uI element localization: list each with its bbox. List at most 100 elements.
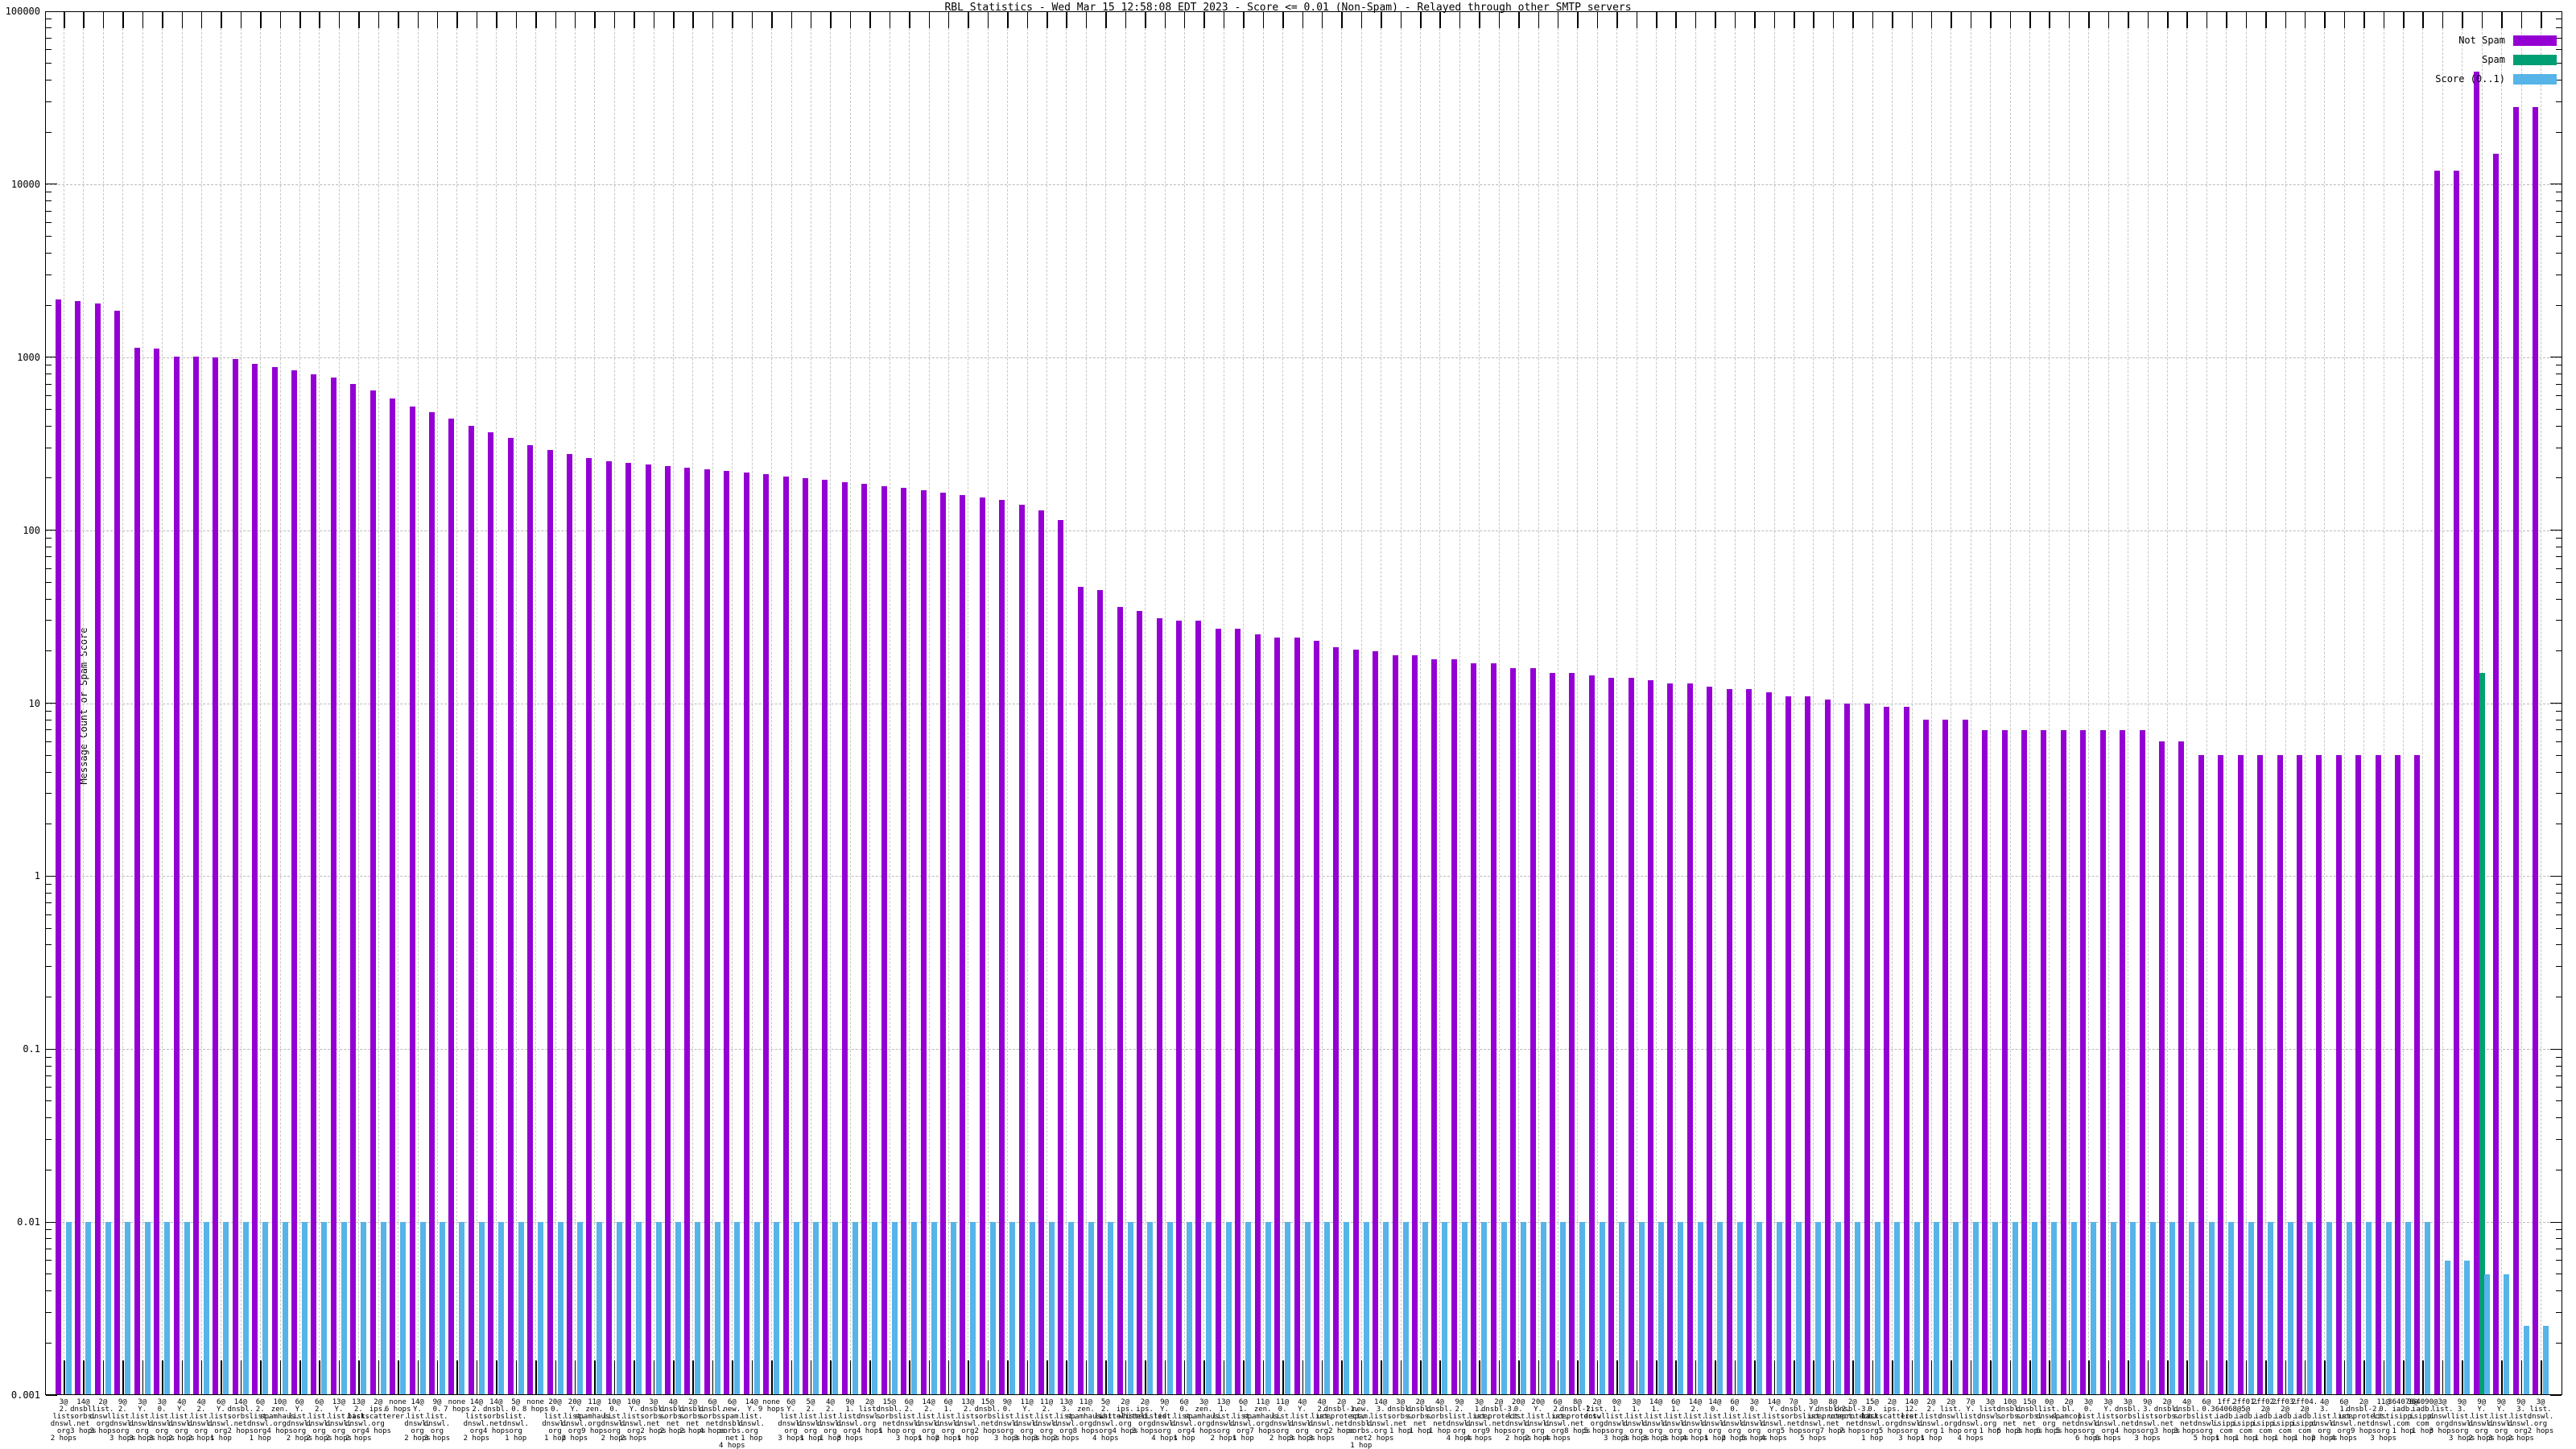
x-gridline — [535, 12, 537, 1394]
x-tick-label-line: 2. — [315, 1406, 324, 1414]
x-tick-label-line: net — [882, 1420, 896, 1428]
x-tick-label-line: 3 hops — [1623, 1435, 1649, 1443]
x-tick-label-line: 11@ — [2376, 1398, 2390, 1406]
x-tick-label-line: list. — [2195, 1413, 2218, 1421]
x-tick-label-line: list. — [2136, 1413, 2159, 1421]
x-tick-label-line: 7 hops — [1249, 1427, 1276, 1435]
bar-not-spam — [507, 438, 514, 1394]
x-tick-label-line: sorbs. — [1996, 1413, 2023, 1421]
bar-score — [1972, 1222, 1979, 1394]
x-tick-top — [142, 12, 144, 28]
x-tick-label-line: 4@ — [668, 1398, 678, 1406]
x-tick-label-line: list. — [1861, 1413, 1884, 1421]
x-tick-label-line: 0. — [1749, 1406, 1759, 1414]
x-tick-label: 9@ Y. list. dnswl. org 3 hops — [2465, 1399, 2537, 1443]
x-tick-top — [1832, 12, 1835, 28]
x-tick-bottom — [1557, 1360, 1559, 1394]
x-tick-label-line: isipp. — [2291, 1420, 2318, 1428]
x-tick-top — [398, 12, 399, 28]
x-tick-label-line: Y. — [1298, 1406, 1307, 1414]
x-tick-label-line: dnsbl. — [719, 1420, 745, 1428]
bar-not-spam — [547, 450, 553, 1394]
x-tick-label: 2@ ips. backscatterer. org 5 hops — [1856, 1399, 1928, 1435]
x-tick-bottom — [2363, 1360, 2365, 1394]
x-tick-label-line: 0. — [1730, 1406, 1740, 1414]
x-tick-label-line: org — [824, 1427, 837, 1435]
x-tick-bottom — [2304, 1360, 2306, 1394]
x-tick-label-line: dnswl. — [1289, 1420, 1315, 1428]
x-tick-label-line: 4@ — [1435, 1398, 1444, 1406]
bar-score — [812, 1222, 819, 1394]
x-tick-label-line: 1 hop — [819, 1435, 841, 1443]
x-tick-label: 11@ 0. list. dnswl. org 2 hops — [1246, 1399, 1319, 1443]
y-minor-tick — [2556, 556, 2562, 558]
x-tick-label-line: dnswl. — [2095, 1420, 2121, 1428]
bar-not-spam — [2454, 170, 2460, 1394]
bar-score — [1481, 1222, 1488, 1394]
x-tick-top — [1892, 12, 1893, 28]
bar-not-spam — [1038, 510, 1045, 1394]
x-tick-label: 11@ zen. spamhaus. org 8 hops — [1050, 1399, 1122, 1435]
x-tick-label-line: 10@ — [2003, 1398, 2017, 1406]
y-minor-tick — [46, 477, 52, 479]
x-tick-label-line: dnsbl-3. — [1481, 1406, 1517, 1414]
x-tick-bottom — [2088, 1360, 2090, 1394]
y-minor-tick — [2556, 1087, 2562, 1088]
x-tick-label-line: 3 hops — [2153, 1427, 2181, 1435]
x-tick-label-line: 3@ — [59, 1398, 68, 1406]
y-major-tick — [2550, 703, 2562, 704]
x-tick-label-line: 2@ — [98, 1398, 108, 1406]
x-tick-label: 9@ 2. list. dnswl. org 4 hops — [1423, 1399, 1496, 1443]
y-tick-label: 100000 — [5, 6, 40, 17]
x-tick-label-line: 3 hops — [109, 1435, 136, 1443]
x-tick-label-line: 3 hops — [778, 1435, 804, 1443]
x-tick-label-line: 11@ — [588, 1398, 601, 1406]
x-tick-label-line: list. — [1290, 1413, 1314, 1421]
x-tick-label: 15@ dnsbl. sorbs. net 1 hop — [853, 1399, 926, 1435]
bar-not-spam — [901, 488, 907, 1394]
x-tick-label: 6@ 1. list. dnswl. org 3 hops — [1639, 1399, 1711, 1443]
x-tick-bottom — [1911, 1360, 1913, 1394]
bar-score — [2228, 1222, 2235, 1394]
x-tick-label-line: org — [1806, 1427, 1820, 1435]
y-minor-tick — [2556, 383, 2562, 385]
x-tick-label-line: org — [1905, 1427, 1918, 1435]
y-minor-tick — [2556, 101, 2562, 102]
x-tick-bottom — [1734, 1360, 1736, 1394]
x-gridline — [1420, 12, 1422, 1394]
bar-score — [1225, 1222, 1232, 1394]
x-tick-label: 2@ dnsbl-3. uceprotect. net 9 hops — [1463, 1399, 1535, 1435]
x-tick-bottom — [1262, 1360, 1265, 1394]
x-tick-top — [1773, 12, 1776, 28]
x-tick-label: 3@ Y. list. dnswl. org 5 hops — [1777, 1399, 1849, 1443]
x-tick-top — [1538, 12, 1540, 28]
x-tick-label-line: 15@ — [1865, 1398, 1879, 1406]
x-tick-label-line: 3 hops — [423, 1435, 451, 1443]
x-tick-label-line: dnsbl-1. — [1323, 1406, 1359, 1414]
x-tick-label-line: org — [2455, 1427, 2469, 1435]
x-tick-top — [1105, 12, 1107, 28]
x-tick-label-line: 13@ — [1059, 1398, 1073, 1406]
x-tick-label-line: 3 hops — [836, 1435, 864, 1443]
bar-score — [1953, 1222, 1959, 1394]
bar-not-spam — [939, 492, 946, 1394]
x-tick-label-line: list. — [1232, 1413, 1254, 1421]
x-tick-label-line: org — [56, 1427, 71, 1435]
bar-not-spam — [1077, 587, 1084, 1394]
bar-score — [1442, 1222, 1448, 1394]
x-tick-label-line: list. — [1979, 1406, 2001, 1414]
x-tick-bottom — [1381, 1360, 1382, 1394]
bar-score — [1894, 1222, 1901, 1394]
x-tick-label-line: 15@ — [882, 1398, 896, 1406]
bar-score — [2543, 1326, 2549, 1394]
x-tick-label-line: dnswl. — [2193, 1420, 2220, 1428]
x-tick-top — [889, 12, 891, 28]
x-tick-label-line: org — [843, 1427, 857, 1435]
x-tick-label-line: 8 hops — [1564, 1427, 1591, 1435]
x-tick-label-line: 7@ — [1966, 1398, 1975, 1406]
x-tick-label-line: 3 hops — [1642, 1435, 1670, 1443]
x-tick-label-line: 7 hops — [444, 1406, 470, 1414]
bar-not-spam — [605, 461, 612, 1394]
x-tick-top — [535, 12, 537, 28]
x-tick-label-line: 3. — [2516, 1406, 2525, 1414]
